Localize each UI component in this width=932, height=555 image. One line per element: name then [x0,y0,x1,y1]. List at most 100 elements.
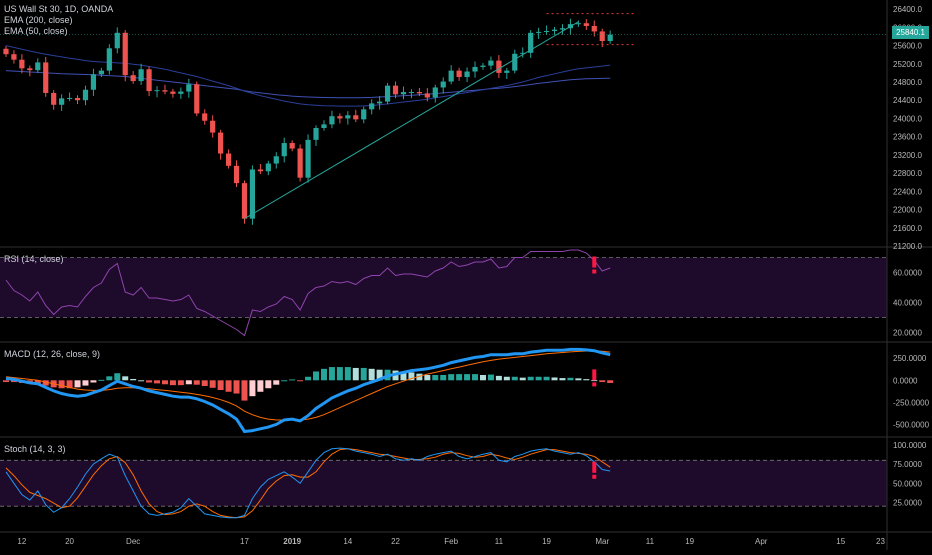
candle [59,98,65,105]
price-axis-tick: 23200.0 [893,151,922,160]
candle [575,23,581,25]
macd-histogram-bar [503,376,510,381]
candle [162,90,168,92]
symbol-title: US Wall St 30, 1D, OANDA [4,4,114,14]
macd-histogram-bar [138,380,145,382]
macd-line [5,347,611,434]
price-axis-tick: 26400.0 [893,5,922,14]
macd-axis-tick: 0.0000 [893,376,918,385]
price-axis-tick: 24000.0 [893,114,922,123]
candle [138,69,144,82]
macd-histogram-bar [440,375,447,381]
macd-histogram-bar [360,367,367,381]
rsi-label[interactable]: RSI (14, close) [4,254,64,264]
macd-histogram-bar [368,368,375,381]
macd-histogram-bar [225,380,232,392]
macd-histogram-bar [535,376,542,381]
time-axis-tick: 22 [391,537,400,546]
time-axis-tick: 15 [836,537,845,546]
macd-histogram-bar [193,380,200,385]
candle [289,143,295,149]
candle [257,169,263,172]
macd-histogram-bar [305,376,312,381]
macd-histogram-bar [479,375,486,381]
candle [543,30,550,32]
candle [273,156,279,164]
stoch-label[interactable]: Stoch (14, 3, 3) [4,444,66,454]
candle [178,91,184,94]
candle [480,65,486,67]
candle [51,92,57,105]
macd-histogram-bar [146,380,153,383]
candle [384,85,391,102]
macd-label[interactable]: MACD (12, 26, close, 9) [4,349,101,359]
candle [583,23,589,26]
ema200-label[interactable]: EMA (200, close) [4,15,73,25]
macd-histogram-bar [567,377,574,381]
candle [369,103,375,110]
candle [607,34,613,41]
time-axis-tick: Dec [126,537,140,546]
macd-histogram-bar [495,375,502,381]
macd-histogram-bar [527,376,534,381]
macd-histogram-bar [42,380,49,386]
macd-histogram-bar [376,369,383,381]
macd-histogram-bar [177,380,184,386]
time-axis-tick: 19 [685,537,694,546]
candle [337,116,343,119]
time-axis-tick: 14 [343,537,352,546]
macd-histogram-bar [297,380,304,382]
time-axis-tick: 12 [17,537,26,546]
stoch-k-line [5,447,611,519]
candle [225,153,232,166]
candle [210,120,216,133]
rsi-axis-tick: 40.0000 [893,299,922,308]
macd-histogram-bar [400,371,407,381]
candle [27,68,33,71]
candle [329,116,335,125]
macd-histogram-bar [82,380,89,386]
candle [464,71,470,77]
candle [154,90,160,92]
candle [281,143,287,157]
candle [194,84,200,114]
macd-histogram-bar [2,380,9,383]
ema50-line [5,45,611,107]
macd-histogram-bar [209,380,216,388]
candle [19,59,25,69]
price-axis-tick: 24800.0 [893,78,922,87]
price-axis-tick: 22000.0 [893,206,922,215]
time-axis-tick: 20 [65,537,74,546]
candle [233,165,240,184]
stoch-axis-tick: 50.0000 [893,479,922,488]
macd-histogram-bar [273,380,280,385]
candle [90,74,97,90]
ema50-label[interactable]: EMA (50, close) [4,26,68,36]
macd-histogram-bar [511,376,518,381]
macd-histogram-bar [90,380,97,383]
candle [130,75,136,82]
candle [305,139,311,178]
macd-histogram-bar [114,373,121,381]
macd-histogram-bar [599,380,606,383]
price-axis-tick: 23600.0 [893,133,922,142]
candle [114,32,120,49]
price-axis-tick: 22400.0 [893,187,922,196]
macd-histogram-bar [456,374,463,381]
candle [599,31,605,41]
macd-histogram-bar [10,380,17,383]
macd-histogram-bar [472,374,479,381]
macd-histogram-bar [336,367,343,381]
time-axis-tick: Mar [595,537,609,546]
candle [472,66,478,72]
candle [440,81,446,88]
macd-histogram-bar [66,380,73,389]
alert-marker [592,369,597,381]
candle [35,62,41,71]
stoch-band [0,460,887,507]
time-axis-tick: 11 [495,537,504,546]
candle [11,54,17,60]
time-axis-tick: 11 [646,537,655,546]
